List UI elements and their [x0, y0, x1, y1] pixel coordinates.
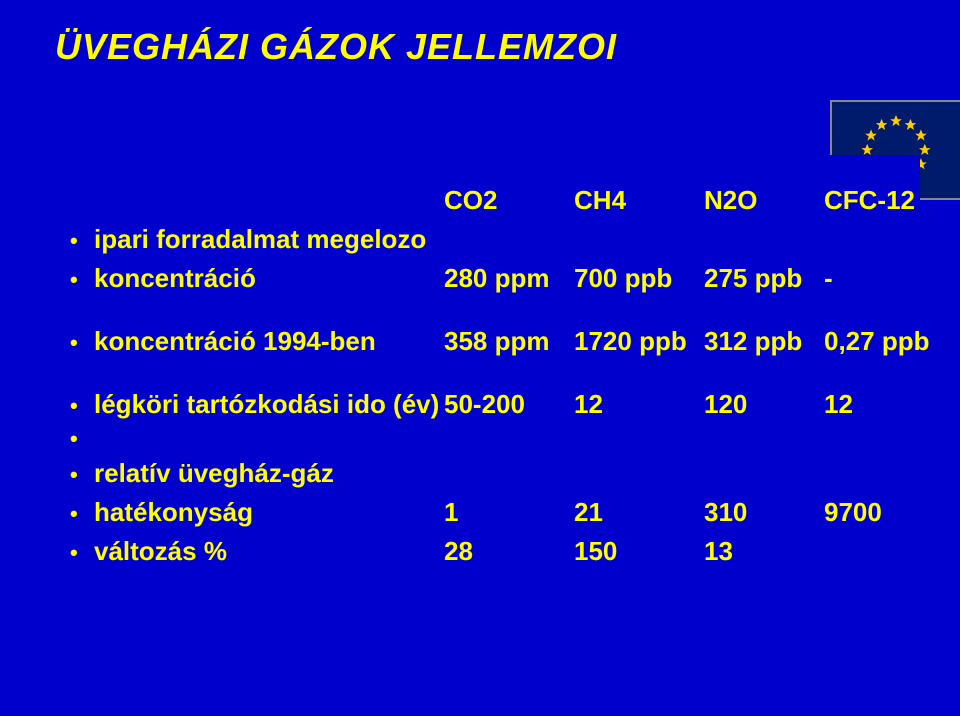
bullet-icon: •	[70, 230, 94, 252]
cell: 150	[574, 536, 704, 567]
cell: 700 ppb	[574, 263, 704, 294]
table-row: •légköri tartózkodási ido (év)50-2001212…	[70, 389, 890, 420]
cell: 275 ppb	[704, 263, 824, 294]
cell: 280 ppm	[444, 263, 574, 294]
table-row: •	[70, 428, 890, 450]
bullet-icon: •	[70, 269, 94, 291]
cell: 21	[574, 497, 704, 528]
slide-title: ÜVEGHÁZI GÁZOK JELLEMZOI	[55, 26, 617, 68]
row-label: koncentráció 1994-ben	[94, 326, 444, 357]
cell: 358 ppm	[444, 326, 574, 357]
bullet-icon: •	[70, 542, 94, 564]
slide: ÜVEGHÁZI GÁZOK JELLEMZOI CO2 CH4 N2O CFC…	[0, 0, 960, 716]
cell: 28	[444, 536, 574, 567]
row-label: ipari forradalmat megelozo	[94, 224, 444, 255]
row-label: hatékonyság	[94, 497, 444, 528]
cell: 0,27 ppb	[824, 326, 934, 357]
cell: 312 ppb	[704, 326, 824, 357]
row-label: változás %	[94, 536, 444, 567]
col-header-n2o: N2O	[704, 185, 824, 216]
table-row: •koncentráció280 ppm700 ppb275 ppb-	[70, 263, 890, 294]
content-box: CO2 CH4 N2O CFC-12 •ipari forradalmat me…	[40, 155, 920, 666]
bullet-icon: •	[70, 428, 94, 450]
row-label: koncentráció	[94, 263, 444, 294]
cell: 50-200	[444, 389, 574, 420]
col-header-ch4: CH4	[574, 185, 704, 216]
bullet-icon: •	[70, 395, 94, 417]
cell: 12	[574, 389, 704, 420]
cell: 12	[824, 389, 934, 420]
row-label: relatív üvegház-gáz	[94, 458, 444, 489]
col-header-cfc12: CFC-12	[824, 185, 934, 216]
bullet-icon: •	[70, 503, 94, 525]
table-row: •hatékonyság1213109700	[70, 497, 890, 528]
table-row: •relatív üvegház-gáz	[70, 458, 890, 489]
cell: -	[824, 263, 934, 294]
cell: 310	[704, 497, 824, 528]
table-row: •koncentráció 1994-ben358 ppm1720 ppb312…	[70, 326, 890, 357]
cell: 1720 ppb	[574, 326, 704, 357]
col-header-co2: CO2	[444, 185, 574, 216]
cell: 13	[704, 536, 824, 567]
cell: 120	[704, 389, 824, 420]
table-row: •ipari forradalmat megelozo	[70, 224, 890, 255]
bullet-icon: •	[70, 332, 94, 354]
row-label: légköri tartózkodási ido (év)	[94, 389, 444, 420]
table-row: •változás %2815013	[70, 536, 890, 567]
bullet-icon: •	[70, 464, 94, 486]
table-header-row: CO2 CH4 N2O CFC-12	[70, 185, 890, 216]
cell: 1	[444, 497, 574, 528]
cell: 9700	[824, 497, 934, 528]
